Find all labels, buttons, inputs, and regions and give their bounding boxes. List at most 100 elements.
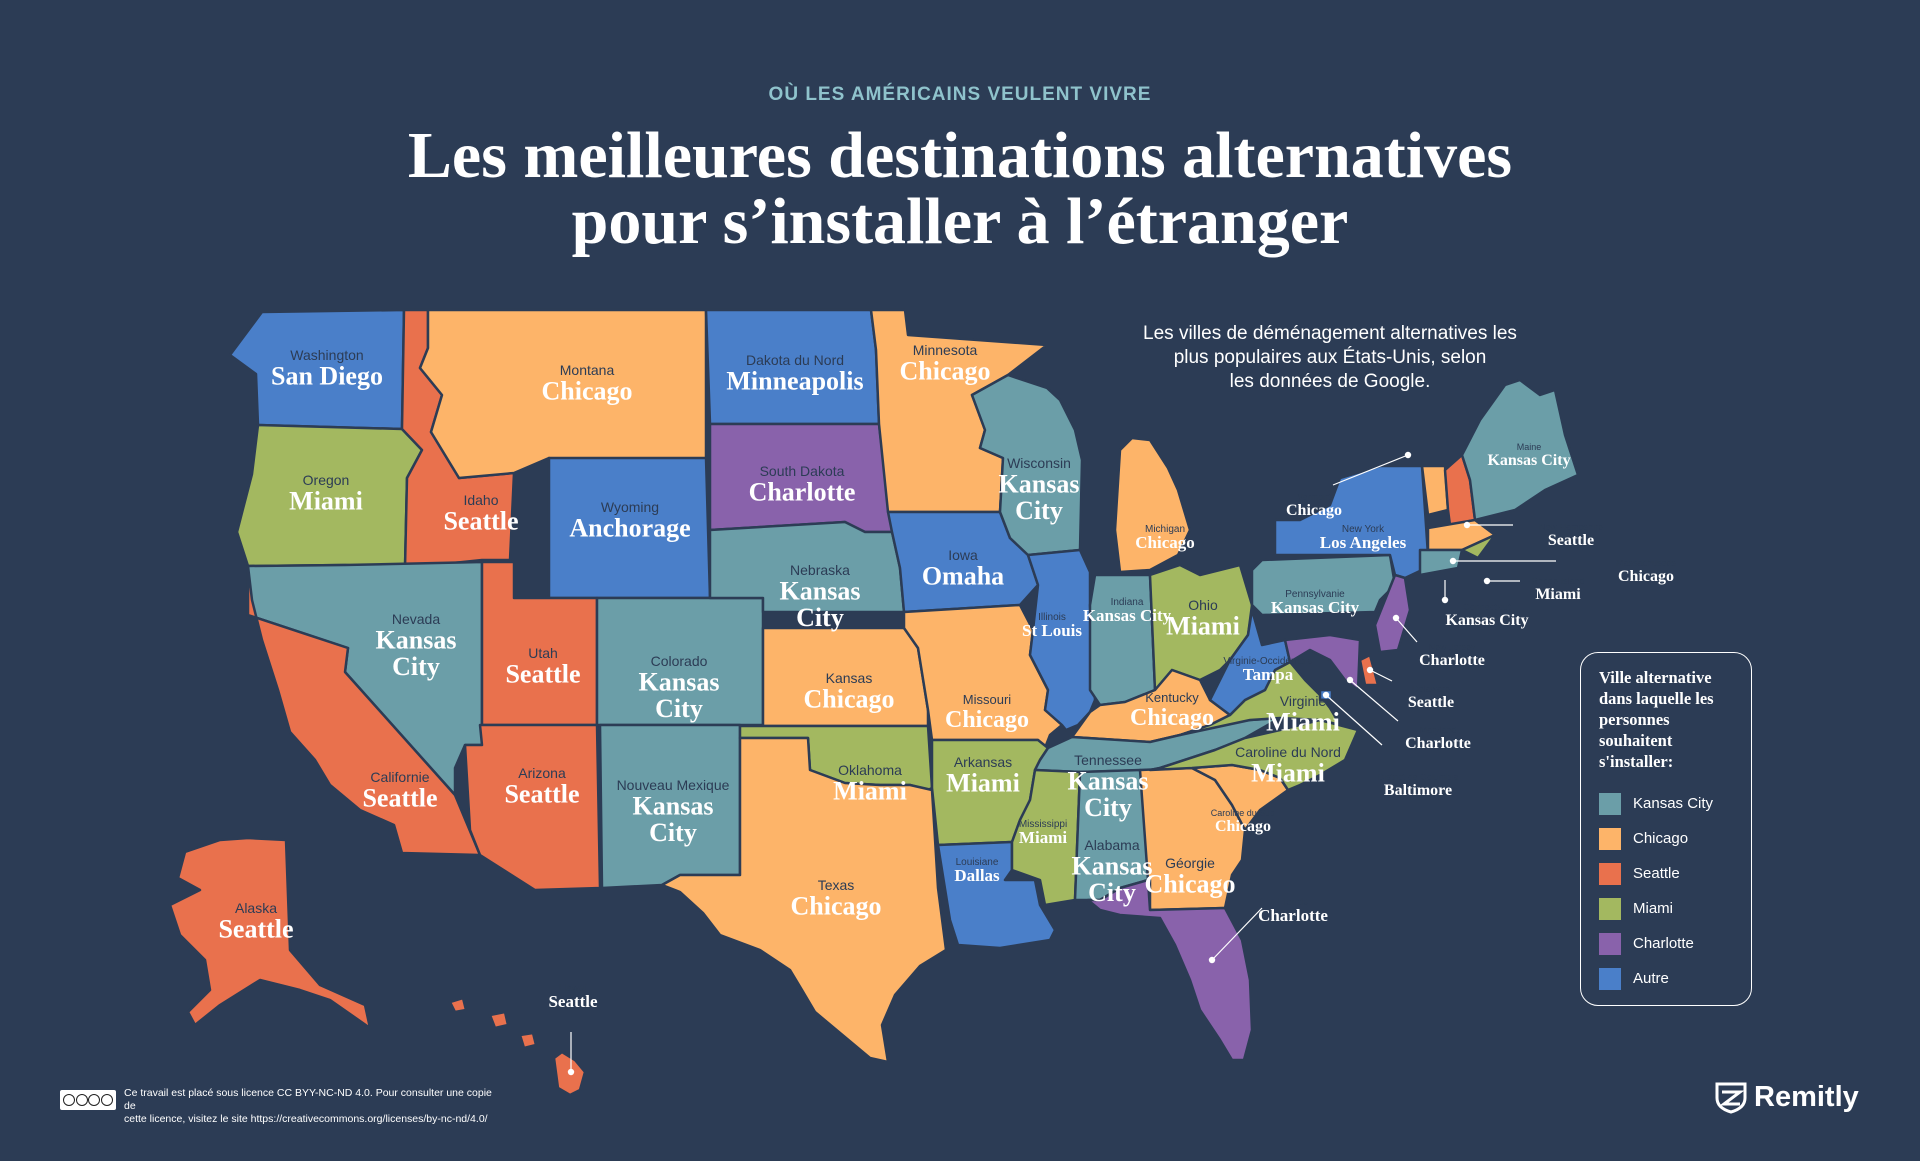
- state-name-virginie-occidentale: Virginie-Occidentale: [1223, 656, 1313, 667]
- city-label-michigan: Chicago: [1135, 533, 1195, 552]
- license-text: Ce travail est placé sous licence CC BYY…: [124, 1087, 492, 1125]
- legend-swatch: [1599, 792, 1621, 815]
- leader-dot: [1483, 577, 1491, 585]
- state-name-south-dakota: South Dakota: [760, 463, 845, 479]
- city-label-connecticut: Kansas City: [1445, 612, 1528, 629]
- city-label-colorado: City: [655, 694, 703, 723]
- leader-dot: [1392, 614, 1400, 622]
- city-label-wisconsin: Kansas: [999, 470, 1080, 499]
- leader-line: [1325, 694, 1383, 746]
- leader-dot: [1449, 557, 1457, 565]
- city-label-iowa: Omaha: [922, 562, 1004, 591]
- state-name-mississippi: Mississippi: [1019, 819, 1067, 830]
- state-name-montana: Montana: [560, 362, 615, 378]
- city-label-kentucky: Chicago: [1130, 705, 1214, 731]
- state-name-ohio: Ohio: [1188, 597, 1218, 613]
- state-name-district-de-columbia: District de Columbia: [1378, 772, 1459, 782]
- city-label-oregon: Miami: [289, 487, 363, 516]
- state-name-kansas: Kansas: [826, 670, 873, 686]
- city-label-ohio: Miami: [1166, 612, 1240, 641]
- state-name-nevada: Nevada: [392, 611, 440, 627]
- city-label-wisconsin: City: [1015, 496, 1063, 525]
- state-michigan: [1113, 436, 1192, 574]
- state-name-new-york: New York: [1342, 524, 1385, 535]
- state-maryland: [1283, 633, 1362, 692]
- city-label-caroline-du-sud: Chicago: [1215, 818, 1271, 835]
- city-label-floride: Charlotte: [1258, 906, 1328, 925]
- leader-dot: [1441, 596, 1449, 604]
- legend-item-kansas-city: Kansas City: [1599, 786, 1733, 821]
- city-label-new-jersey: Charlotte: [1419, 652, 1485, 669]
- city-label-mississippi: Miami: [1019, 828, 1067, 847]
- city-label-tennessee: Kansas: [1068, 767, 1149, 796]
- city-label-massachusetts: Chicago: [1618, 568, 1674, 585]
- city-label-arkansas: Miami: [946, 769, 1020, 798]
- state-name-iowa: Iowa: [948, 547, 978, 563]
- state-hawaii-island: [448, 996, 468, 1014]
- state-name-california: Californie: [370, 769, 429, 785]
- city-label-missouri: Chicago: [945, 707, 1029, 733]
- state-name-massachusetts: Massachusetts: [1616, 558, 1677, 568]
- state-california: [246, 564, 482, 857]
- kicker: OÙ LES AMÉRICAINS VEULENT VIVRE: [768, 84, 1152, 105]
- state-montana: [418, 308, 708, 480]
- leader-line: [1211, 907, 1263, 961]
- city-label-virginie: Miami: [1266, 708, 1340, 737]
- city-label-georgie: Chicago: [1145, 870, 1236, 899]
- city-label-alabama: City: [1088, 878, 1136, 907]
- city-label-arizona: Seattle: [504, 780, 579, 809]
- legend-item-miami: Miami: [1599, 891, 1733, 926]
- state-name-arkansas: Arkansas: [954, 754, 1012, 770]
- city-label-washington: San Diego: [271, 362, 383, 391]
- state-name-washington: Washington: [290, 347, 363, 363]
- state-name-caroline-du-nord: Caroline du Nord: [1235, 744, 1341, 760]
- city-label-minnesota: Chicago: [900, 357, 991, 386]
- state-name-alaska: Alaska: [235, 900, 277, 916]
- state-name-kentucky: Kentucky: [1145, 690, 1199, 705]
- state-alaska: [168, 836, 372, 1030]
- state-arizona: [463, 723, 602, 892]
- state-name-vermont: Vermont: [1297, 492, 1331, 502]
- state-texas: [660, 736, 948, 1064]
- state-connecticut: [1418, 548, 1464, 577]
- state-name-rhode-island: Rhode Island: [1531, 576, 1584, 586]
- city-label-south-dakota: Charlotte: [749, 478, 856, 507]
- leader-dot: [1346, 676, 1354, 684]
- state-name-new-jersey: New Jersey: [1428, 642, 1476, 652]
- state-name-nebraska: Nebraska: [790, 562, 850, 578]
- city-label-hawai: Seattle: [548, 992, 598, 1011]
- leader-dot: [1463, 521, 1471, 529]
- leader-dot: [1322, 691, 1330, 699]
- city-label-nebraska: Kansas: [780, 577, 861, 606]
- state-name-floride: Floride: [1278, 897, 1309, 908]
- city-label-montana: Chicago: [542, 377, 633, 406]
- state-name-hawai: Hawaï: [559, 983, 588, 994]
- city-label-texas: Chicago: [791, 892, 882, 921]
- legend-label: Chicago: [1633, 830, 1689, 847]
- state-illinois: [1026, 548, 1097, 732]
- state-name-illinois: Illinois: [1038, 612, 1066, 623]
- city-label-idaho: Seattle: [443, 507, 518, 536]
- state-name-idaho: Idaho: [463, 492, 498, 508]
- brand-name: Remitly: [1754, 1080, 1859, 1113]
- city-label-kansas: Chicago: [804, 685, 895, 714]
- title-line-2: pour s’installer à l’étranger: [571, 185, 1349, 258]
- leader-line: [1369, 669, 1393, 682]
- legend-title: Ville alternative dans laquelle les pers…: [1599, 668, 1714, 771]
- brand: Remitly: [1714, 1080, 1859, 1114]
- city-label-district-de-columbia: Baltimore: [1384, 782, 1452, 799]
- legend-item-chicago: Chicago: [1599, 821, 1733, 856]
- state-name-wyoming: Wyoming: [601, 499, 659, 515]
- state-name-michigan: Michigan: [1145, 524, 1185, 535]
- state-name-oklahoma: Oklahoma: [838, 762, 902, 778]
- legend-item-seattle: Seattle: [1599, 856, 1733, 891]
- state-name-utah: Utah: [528, 645, 558, 661]
- city-label-colorado: Kansas: [639, 668, 720, 697]
- city-label-wyoming: Anchorage: [569, 514, 690, 543]
- state-name-arizona: Arizona: [518, 765, 566, 781]
- city-label-nebraska: City: [796, 603, 844, 632]
- state-name-new-hampshire: New Hampshire: [1539, 522, 1603, 532]
- city-label-nouveau-mexique: Kansas: [633, 792, 714, 821]
- city-label-indiana: Kansas City: [1083, 606, 1172, 625]
- state-name-tennessee: Tennessee: [1074, 752, 1142, 768]
